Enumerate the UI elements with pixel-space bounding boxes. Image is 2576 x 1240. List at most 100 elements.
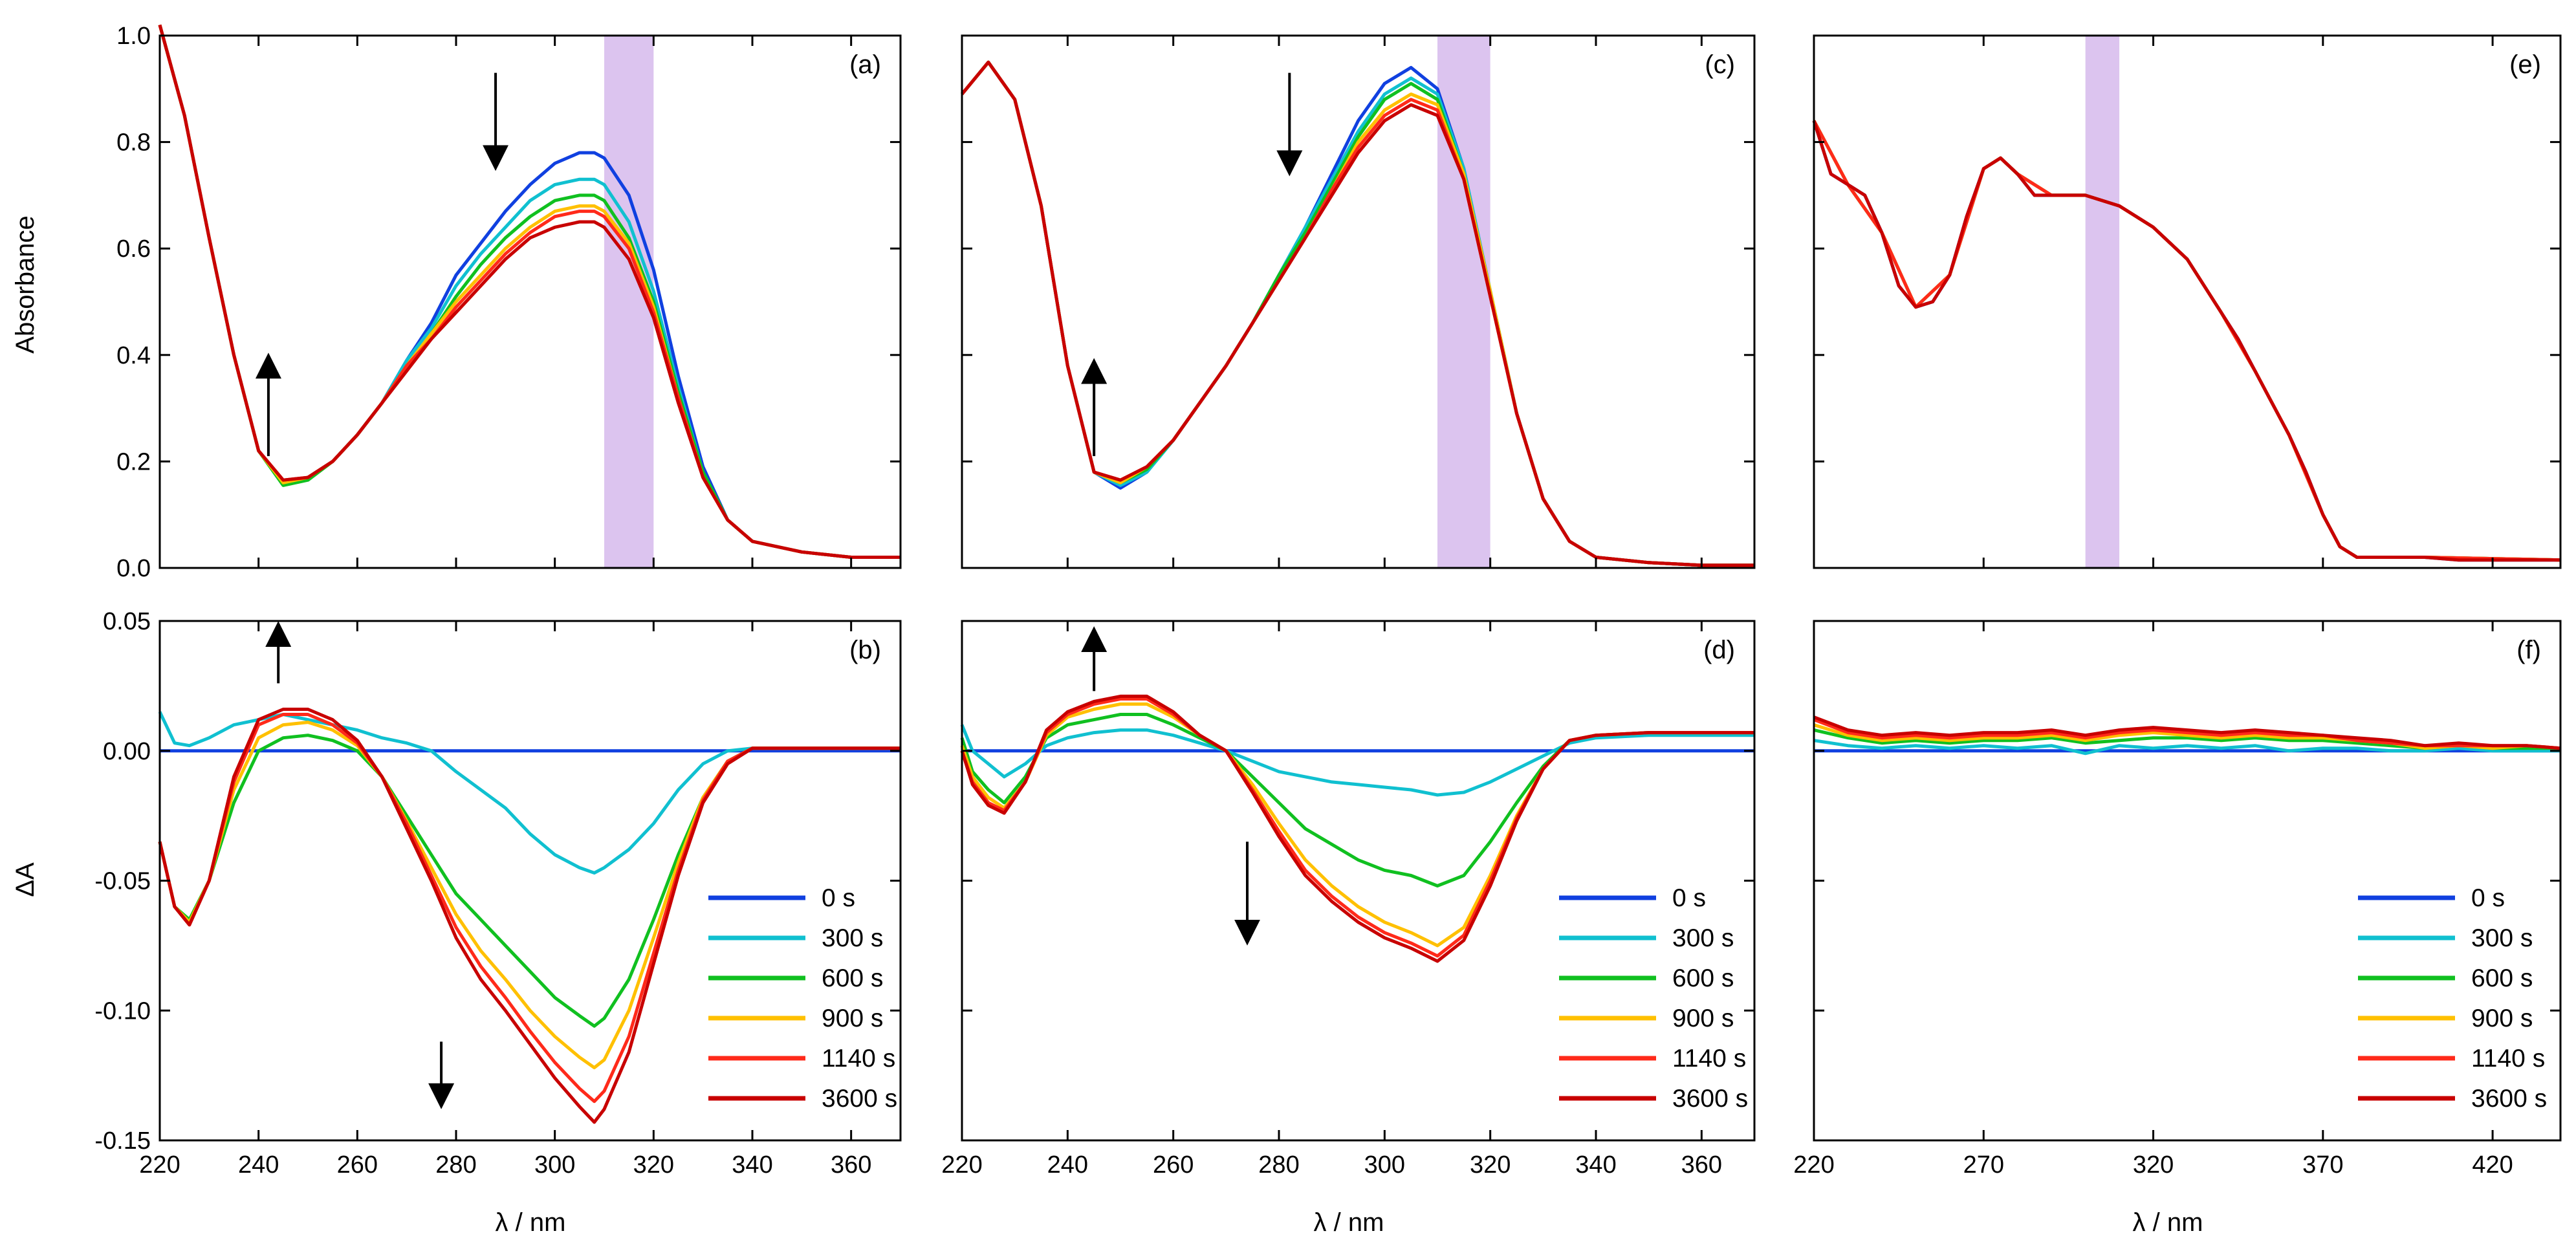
plot-frame xyxy=(1813,620,2562,1142)
series-line-900-s xyxy=(1812,120,2561,562)
panel-c: (c) xyxy=(961,34,1756,569)
x-axis-title-left: λ / nm xyxy=(496,1208,566,1237)
y-tick-label: 0.8 xyxy=(116,129,151,157)
legend-label: 0 s xyxy=(1672,884,1706,912)
panel-d: 220 240 260 280 300 320 340 360 (d) 0 s 300 s 600 s… xyxy=(941,620,1756,1179)
legend: 0 s 300 s 600 s 900 s 1140 s 3600 s xyxy=(708,884,897,1113)
series-line-600-s xyxy=(158,734,901,1028)
excitation-band xyxy=(2085,36,2120,568)
legend: 0 s 300 s 600 s 900 s 1140 s 3600 s xyxy=(2358,884,2547,1113)
panel-f: 220 270 320 370 420 (f) 0 s 300 s 600 s 900 s 1140… xyxy=(1793,620,2562,1179)
x-tick-label: 370 xyxy=(2302,1151,2343,1179)
y-tick-label: 1.0 xyxy=(116,23,151,50)
series-line-1140-s xyxy=(158,24,901,559)
x-tick-label: 320 xyxy=(2133,1151,2174,1179)
legend-label: 900 s xyxy=(822,1005,883,1032)
legend-label: 1140 s xyxy=(822,1045,895,1072)
y-tick-label: 0.4 xyxy=(116,342,151,369)
series-line-300-s xyxy=(158,24,901,559)
panel-label: (b) xyxy=(849,636,881,664)
y-tick-label: -0.10 xyxy=(94,997,151,1025)
y-tick-label: 0.2 xyxy=(116,448,151,475)
y-tick-label: 0.00 xyxy=(103,738,151,765)
legend-label: 300 s xyxy=(822,924,883,952)
series-line-0-s xyxy=(1812,120,2560,562)
series-line-300-s xyxy=(960,724,1754,797)
panel-a: 0.0 0.2 0.4 0.6 0.8 1.0 (a) xyxy=(116,23,902,582)
x-tick-label: 320 xyxy=(1470,1151,1511,1179)
x-tick-label: 340 xyxy=(732,1151,772,1179)
plot-frame xyxy=(158,34,902,569)
plot-frame xyxy=(961,620,1756,1142)
y-axis-title-absorbance: Absorbance xyxy=(11,215,39,353)
legend-label: 900 s xyxy=(2471,1005,2533,1032)
series-line-900-s xyxy=(158,24,901,559)
x-tick-label: 220 xyxy=(1793,1151,1834,1179)
panel-label: (c) xyxy=(1705,50,1735,79)
x-tick-label: 240 xyxy=(238,1151,279,1179)
panel-label: (f) xyxy=(2516,636,2541,664)
x-axis-title-right: λ / nm xyxy=(2133,1208,2203,1237)
series-line-900-s xyxy=(1813,723,2561,750)
series-line-600-s xyxy=(158,24,901,559)
x-tick-label: 270 xyxy=(1963,1151,2004,1179)
series-line-3600-s xyxy=(961,60,1754,567)
series-line-3600-s xyxy=(960,694,1754,963)
x-tick-label: 220 xyxy=(139,1151,180,1179)
legend-label: 600 s xyxy=(1672,964,1734,992)
y-tick-label: 0.05 xyxy=(103,608,151,635)
series-line-900-s xyxy=(960,702,1754,948)
x-tick-label: 280 xyxy=(435,1151,476,1179)
series-line-3600-s xyxy=(158,24,901,559)
series-line-300-s xyxy=(1812,120,2561,562)
series-line-300-s xyxy=(1813,739,2560,756)
panel-label: (a) xyxy=(849,50,881,79)
y-tick-label: 0.0 xyxy=(116,555,151,582)
panel-label: (d) xyxy=(1703,636,1735,664)
series-line-600-s xyxy=(960,713,1754,887)
x-tick-label: 340 xyxy=(1575,1151,1616,1179)
panel-b: 220 240 260 280 300 320 340 360 -0.15 -0.10 -0.05 0… xyxy=(94,608,902,1179)
legend-label: 0 s xyxy=(2471,884,2505,912)
legend-label: 600 s xyxy=(2471,964,2533,992)
series-line-3600-s xyxy=(1812,120,2560,562)
legend-label: 900 s xyxy=(1672,1005,1734,1032)
legend-label: 1140 s xyxy=(2471,1045,2545,1072)
legend-label: 0 s xyxy=(822,884,855,912)
plot-frame xyxy=(961,34,1756,569)
y-tick-label: -0.15 xyxy=(94,1127,151,1155)
series-line-600-s xyxy=(1812,120,2561,562)
legend: 0 s 300 s 600 s 900 s 1140 s 3600 s xyxy=(1559,884,1748,1113)
y-tick-label: 0.6 xyxy=(116,235,151,263)
legend-label: 3600 s xyxy=(1672,1085,1748,1113)
series-line-600-s xyxy=(961,60,1754,567)
series-line-300-s xyxy=(158,711,901,875)
x-tick-label: 320 xyxy=(633,1151,674,1179)
legend-label: 600 s xyxy=(822,964,883,992)
legend-label: 3600 s xyxy=(822,1085,897,1113)
series-line-1140-s xyxy=(1812,120,2561,562)
legend-label: 1140 s xyxy=(1672,1045,1746,1072)
series-line-3600-s xyxy=(158,708,901,1124)
panel-label: (e) xyxy=(2509,50,2541,79)
x-tick-label: 420 xyxy=(2472,1151,2513,1179)
x-tick-label: 280 xyxy=(1258,1151,1299,1179)
legend-label: 3600 s xyxy=(2471,1085,2547,1113)
series-line-0-s xyxy=(158,24,901,559)
legend-label: 300 s xyxy=(2471,924,2533,952)
x-tick-label: 260 xyxy=(337,1151,378,1179)
panel-e: (e) xyxy=(1812,34,2562,569)
x-tick-label: 240 xyxy=(1047,1151,1088,1179)
x-tick-label: 300 xyxy=(1364,1151,1405,1179)
plot-frame xyxy=(158,620,902,1142)
x-tick-label: 360 xyxy=(1681,1151,1722,1179)
plot-frame xyxy=(1813,34,2562,569)
x-axis-title-middle: λ / nm xyxy=(1314,1208,1384,1237)
y-axis-title-delta-a: ΔA xyxy=(11,862,39,897)
legend-label: 300 s xyxy=(1672,924,1734,952)
y-tick-label: -0.05 xyxy=(94,868,151,895)
x-tick-label: 360 xyxy=(831,1151,871,1179)
x-tick-label: 300 xyxy=(534,1151,575,1179)
x-tick-label: 260 xyxy=(1153,1151,1194,1179)
